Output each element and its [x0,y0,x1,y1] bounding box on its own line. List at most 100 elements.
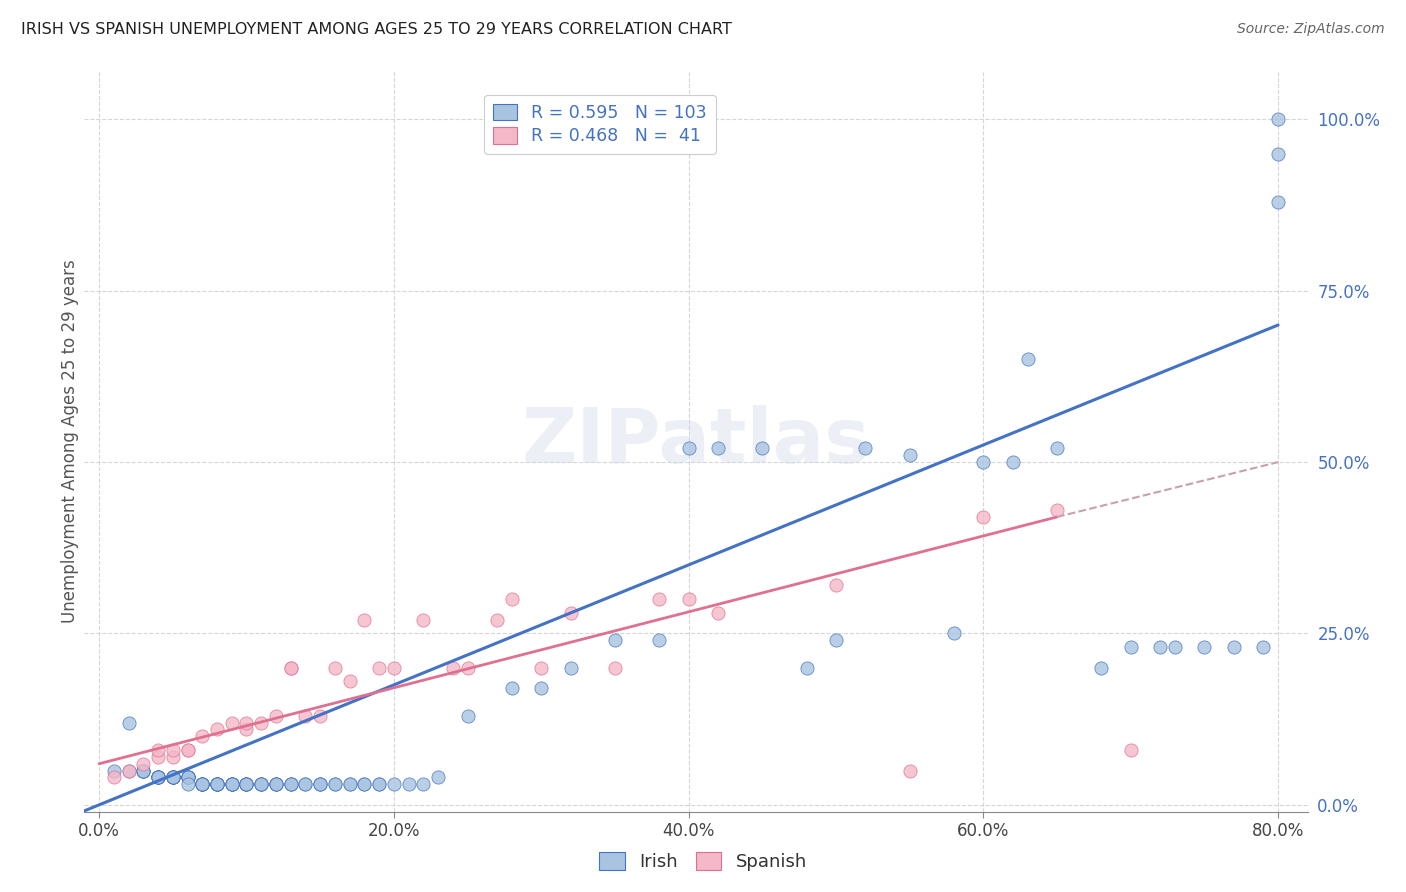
Point [221,777,243,791]
Point [235,723,257,737]
Text: IRISH VS SPANISH UNEMPLOYMENT AMONG AGES 25 TO 29 YEARS CORRELATION CHART: IRISH VS SPANISH UNEMPLOYMENT AMONG AGES… [21,22,733,37]
Point [353,613,375,627]
Point [176,771,198,785]
Point [162,743,184,757]
Point [221,777,243,791]
Point [235,777,257,791]
Point [530,661,553,675]
Point [1119,640,1142,655]
Point [205,777,228,791]
Point [250,777,273,791]
Point [191,777,214,791]
Point [162,771,184,785]
Point [146,771,169,785]
Point [648,633,671,648]
Point [117,764,139,778]
Point [280,777,302,791]
Point [339,777,361,791]
Point [250,777,273,791]
Point [132,756,155,771]
Point [176,771,198,785]
Point [221,777,243,791]
Point [191,777,214,791]
Point [339,777,361,791]
Point [162,771,184,785]
Point [117,715,139,730]
Point [427,771,450,785]
Point [309,777,332,791]
Point [250,777,273,791]
Point [339,674,361,689]
Point [368,777,391,791]
Point [221,777,243,791]
Text: Source: ZipAtlas.com: Source: ZipAtlas.com [1237,22,1385,37]
Point [191,777,214,791]
Point [457,708,479,723]
Point [603,633,626,648]
Point [191,777,214,791]
Point [205,723,228,737]
Point [264,777,287,791]
Point [235,777,257,791]
Point [146,771,169,785]
Point [898,448,921,462]
Point [235,715,257,730]
Point [132,764,155,778]
Point [132,764,155,778]
Point [678,592,700,607]
Point [146,771,169,785]
Point [1164,640,1187,655]
Point [162,771,184,785]
Point [250,777,273,791]
Y-axis label: Unemployment Among Ages 25 to 29 years: Unemployment Among Ages 25 to 29 years [62,260,80,624]
Point [398,777,420,791]
Point [707,442,730,456]
Point [205,777,228,791]
Point [678,442,700,456]
Point [368,777,391,791]
Point [603,661,626,675]
Point [1223,640,1246,655]
Point [382,661,405,675]
Point [457,661,479,675]
Point [1001,455,1024,469]
Point [162,771,184,785]
Point [368,661,391,675]
Point [146,771,169,785]
Point [191,777,214,791]
Point [1267,146,1289,161]
Point [1090,661,1112,675]
Point [1194,640,1216,655]
Point [205,777,228,791]
Point [751,442,773,456]
Point [441,661,464,675]
Point [796,661,818,675]
Point [264,777,287,791]
Point [412,777,434,791]
Point [191,777,214,791]
Point [382,777,405,791]
Point [250,715,273,730]
Point [280,777,302,791]
Point [103,771,125,785]
Point [176,771,198,785]
Point [825,633,848,648]
Point [191,729,214,743]
Point [162,771,184,785]
Point [162,771,184,785]
Legend: Irish, Spanish: Irish, Spanish [592,846,814,879]
Point [235,777,257,791]
Point [530,681,553,696]
Point [117,764,139,778]
Point [898,764,921,778]
Point [501,681,523,696]
Point [264,777,287,791]
Point [294,708,316,723]
Point [235,777,257,791]
Point [942,626,965,640]
Point [309,777,332,791]
Point [560,606,582,620]
Point [353,777,375,791]
Point [264,777,287,791]
Point [323,661,346,675]
